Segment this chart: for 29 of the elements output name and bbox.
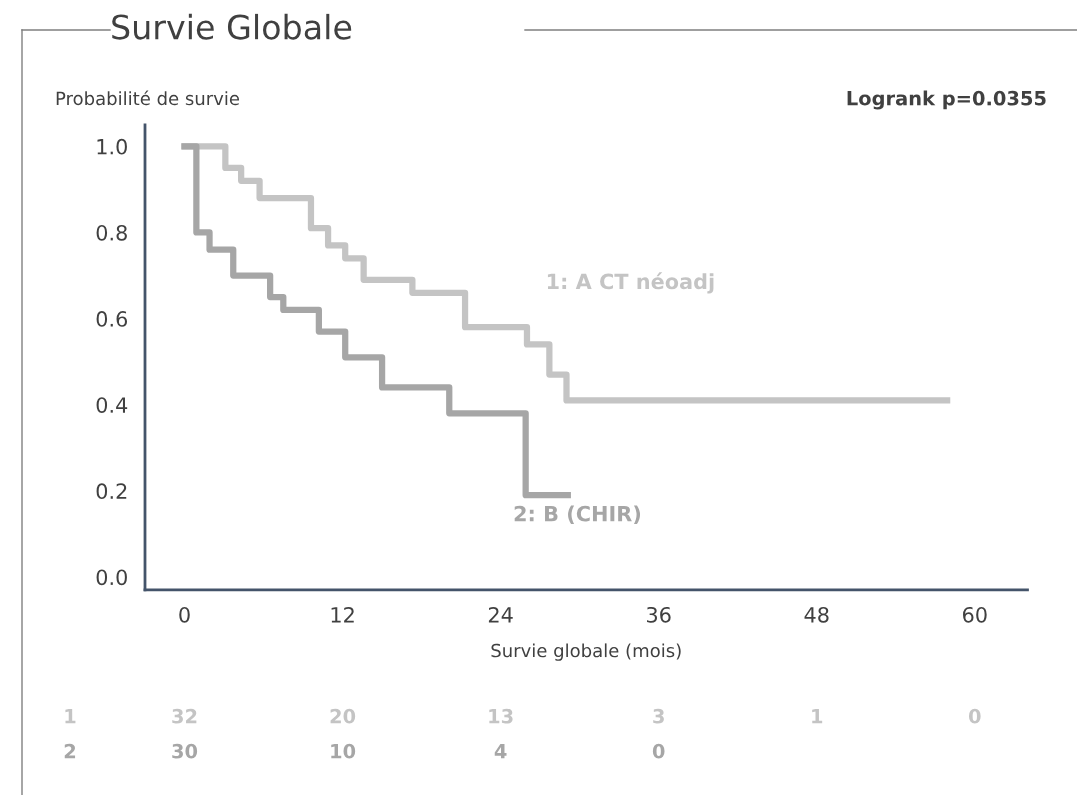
y-tick-label: 0.6 — [96, 311, 128, 327]
data-label: 13 — [489, 708, 513, 724]
y-tick-label: 0.4 — [96, 397, 128, 413]
series-label: 1: A CT néoadj — [547, 272, 714, 294]
data-label: 3 — [653, 708, 664, 724]
x-tick-label: 24 — [488, 606, 513, 623]
x-tick-label: 12 — [331, 606, 354, 623]
data-label: 4 — [494, 744, 507, 759]
y-tick-label: 0.8 — [96, 224, 127, 241]
y-tick-label: 0.2 — [96, 483, 127, 500]
y-axis-title: Probabilité de survie — [56, 90, 240, 106]
x-axis-title: Survie globale (mois) — [491, 643, 681, 661]
x-tick-label: 0 — [179, 606, 190, 623]
x-tick-label: 60 — [963, 606, 987, 623]
data-label: 30 — [172, 743, 198, 759]
x-tick-label: 48 — [804, 606, 829, 623]
data-label: 0 — [968, 708, 981, 724]
y-tick-label: 2 — [64, 743, 76, 759]
chart-title: Survie Globale — [112, 13, 352, 40]
data-label: 1 — [812, 709, 823, 724]
data-label: 0 — [652, 743, 665, 759]
data-label: 10 — [331, 743, 356, 759]
text: Logrank p=0.0355 — [847, 90, 1046, 110]
y-tick-label: 0.0 — [96, 569, 127, 586]
x-tick-label: 36 — [647, 606, 671, 623]
data-label: 20 — [330, 708, 356, 724]
series-label: 2: B (CHIR) — [514, 505, 641, 524]
data-label: 32 — [172, 708, 197, 724]
y-tick-label: 1.0 — [97, 138, 127, 155]
